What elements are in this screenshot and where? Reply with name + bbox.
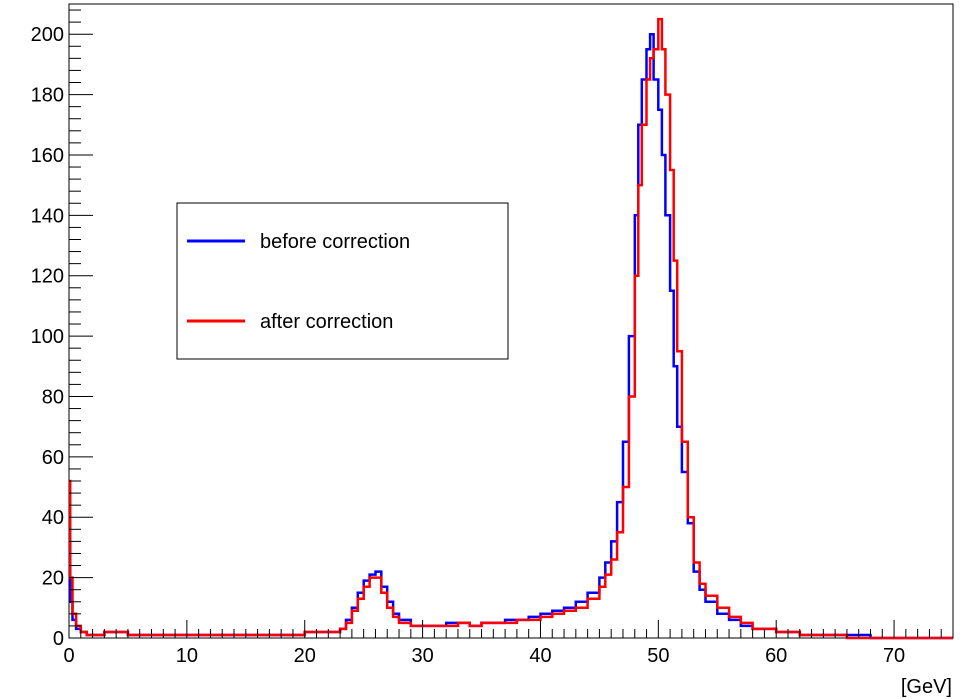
y-tick-label: 20 xyxy=(42,568,64,590)
legend: before correction after correction xyxy=(176,202,509,360)
x-tick-label: 20 xyxy=(294,645,316,667)
x-tick-label: 0 xyxy=(63,645,74,667)
series-layer xyxy=(68,17,953,640)
y-tick-label: 0 xyxy=(53,628,64,650)
y-tick-label: 40 xyxy=(42,507,64,529)
axis-layer: 0 10 20 30 40 50 60 70 0 20 40 60 80 100 120 140 160 180 2… xyxy=(31,9,954,667)
series-line-after xyxy=(68,17,953,640)
y-tick-label: 180 xyxy=(31,85,64,107)
x-tick-label: 10 xyxy=(176,645,198,667)
x-axis-label: [GeV] xyxy=(901,676,952,698)
legend-label-after: after correction xyxy=(260,311,393,333)
y-tick-label: 60 xyxy=(42,447,64,469)
legend-box xyxy=(176,202,509,360)
y-tick-label: 200 xyxy=(31,24,64,46)
y-tick-label: 100 xyxy=(31,326,64,348)
y-tick-label: 160 xyxy=(31,145,64,167)
x-tick-label: 30 xyxy=(411,645,433,667)
y-tick-label: 120 xyxy=(31,266,64,288)
x-tick-label: 40 xyxy=(529,645,551,667)
x-tick-label: 50 xyxy=(647,645,669,667)
x-tick-label: 60 xyxy=(765,645,787,667)
legend-label-before: before correction xyxy=(260,231,410,253)
x-tick-label: 70 xyxy=(883,645,905,667)
y-tick-label: 80 xyxy=(42,386,64,408)
y-tick-label: 140 xyxy=(31,205,64,227)
